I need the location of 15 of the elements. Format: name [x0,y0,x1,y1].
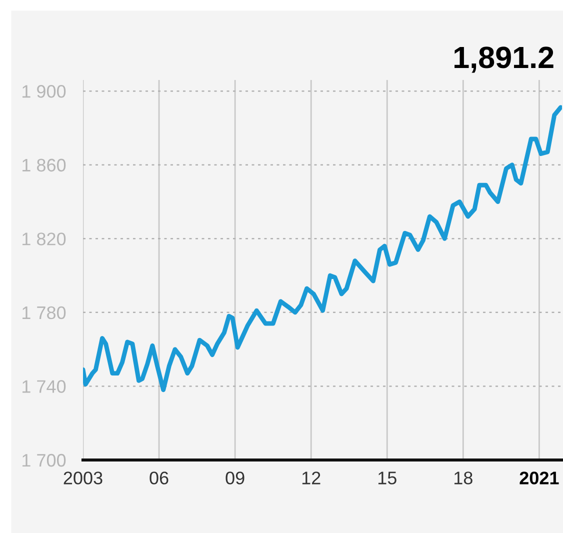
text: 1,891.2 [454,46,554,73]
y-tick-label: 1 740 [22,380,66,393]
y-tick-label: 1 700 [22,454,66,467]
y-tick-label: 1 780 [22,306,66,320]
x-tick-label: 09 [226,472,244,484]
x-tick-label: 2003 [64,472,102,484]
x-tick-label: 15 [378,472,396,484]
y-tick-label: 1 900 [22,85,66,98]
y-tick-label: 1 820 [22,232,66,246]
line-series [83,105,562,392]
x-tick-label: 12 [302,472,320,484]
y-tick-label: 1 860 [22,158,66,172]
x-tick-label: 18 [454,472,472,484]
x-tick-label: 06 [150,472,168,484]
x-tick-label: 2021 [520,472,559,484]
